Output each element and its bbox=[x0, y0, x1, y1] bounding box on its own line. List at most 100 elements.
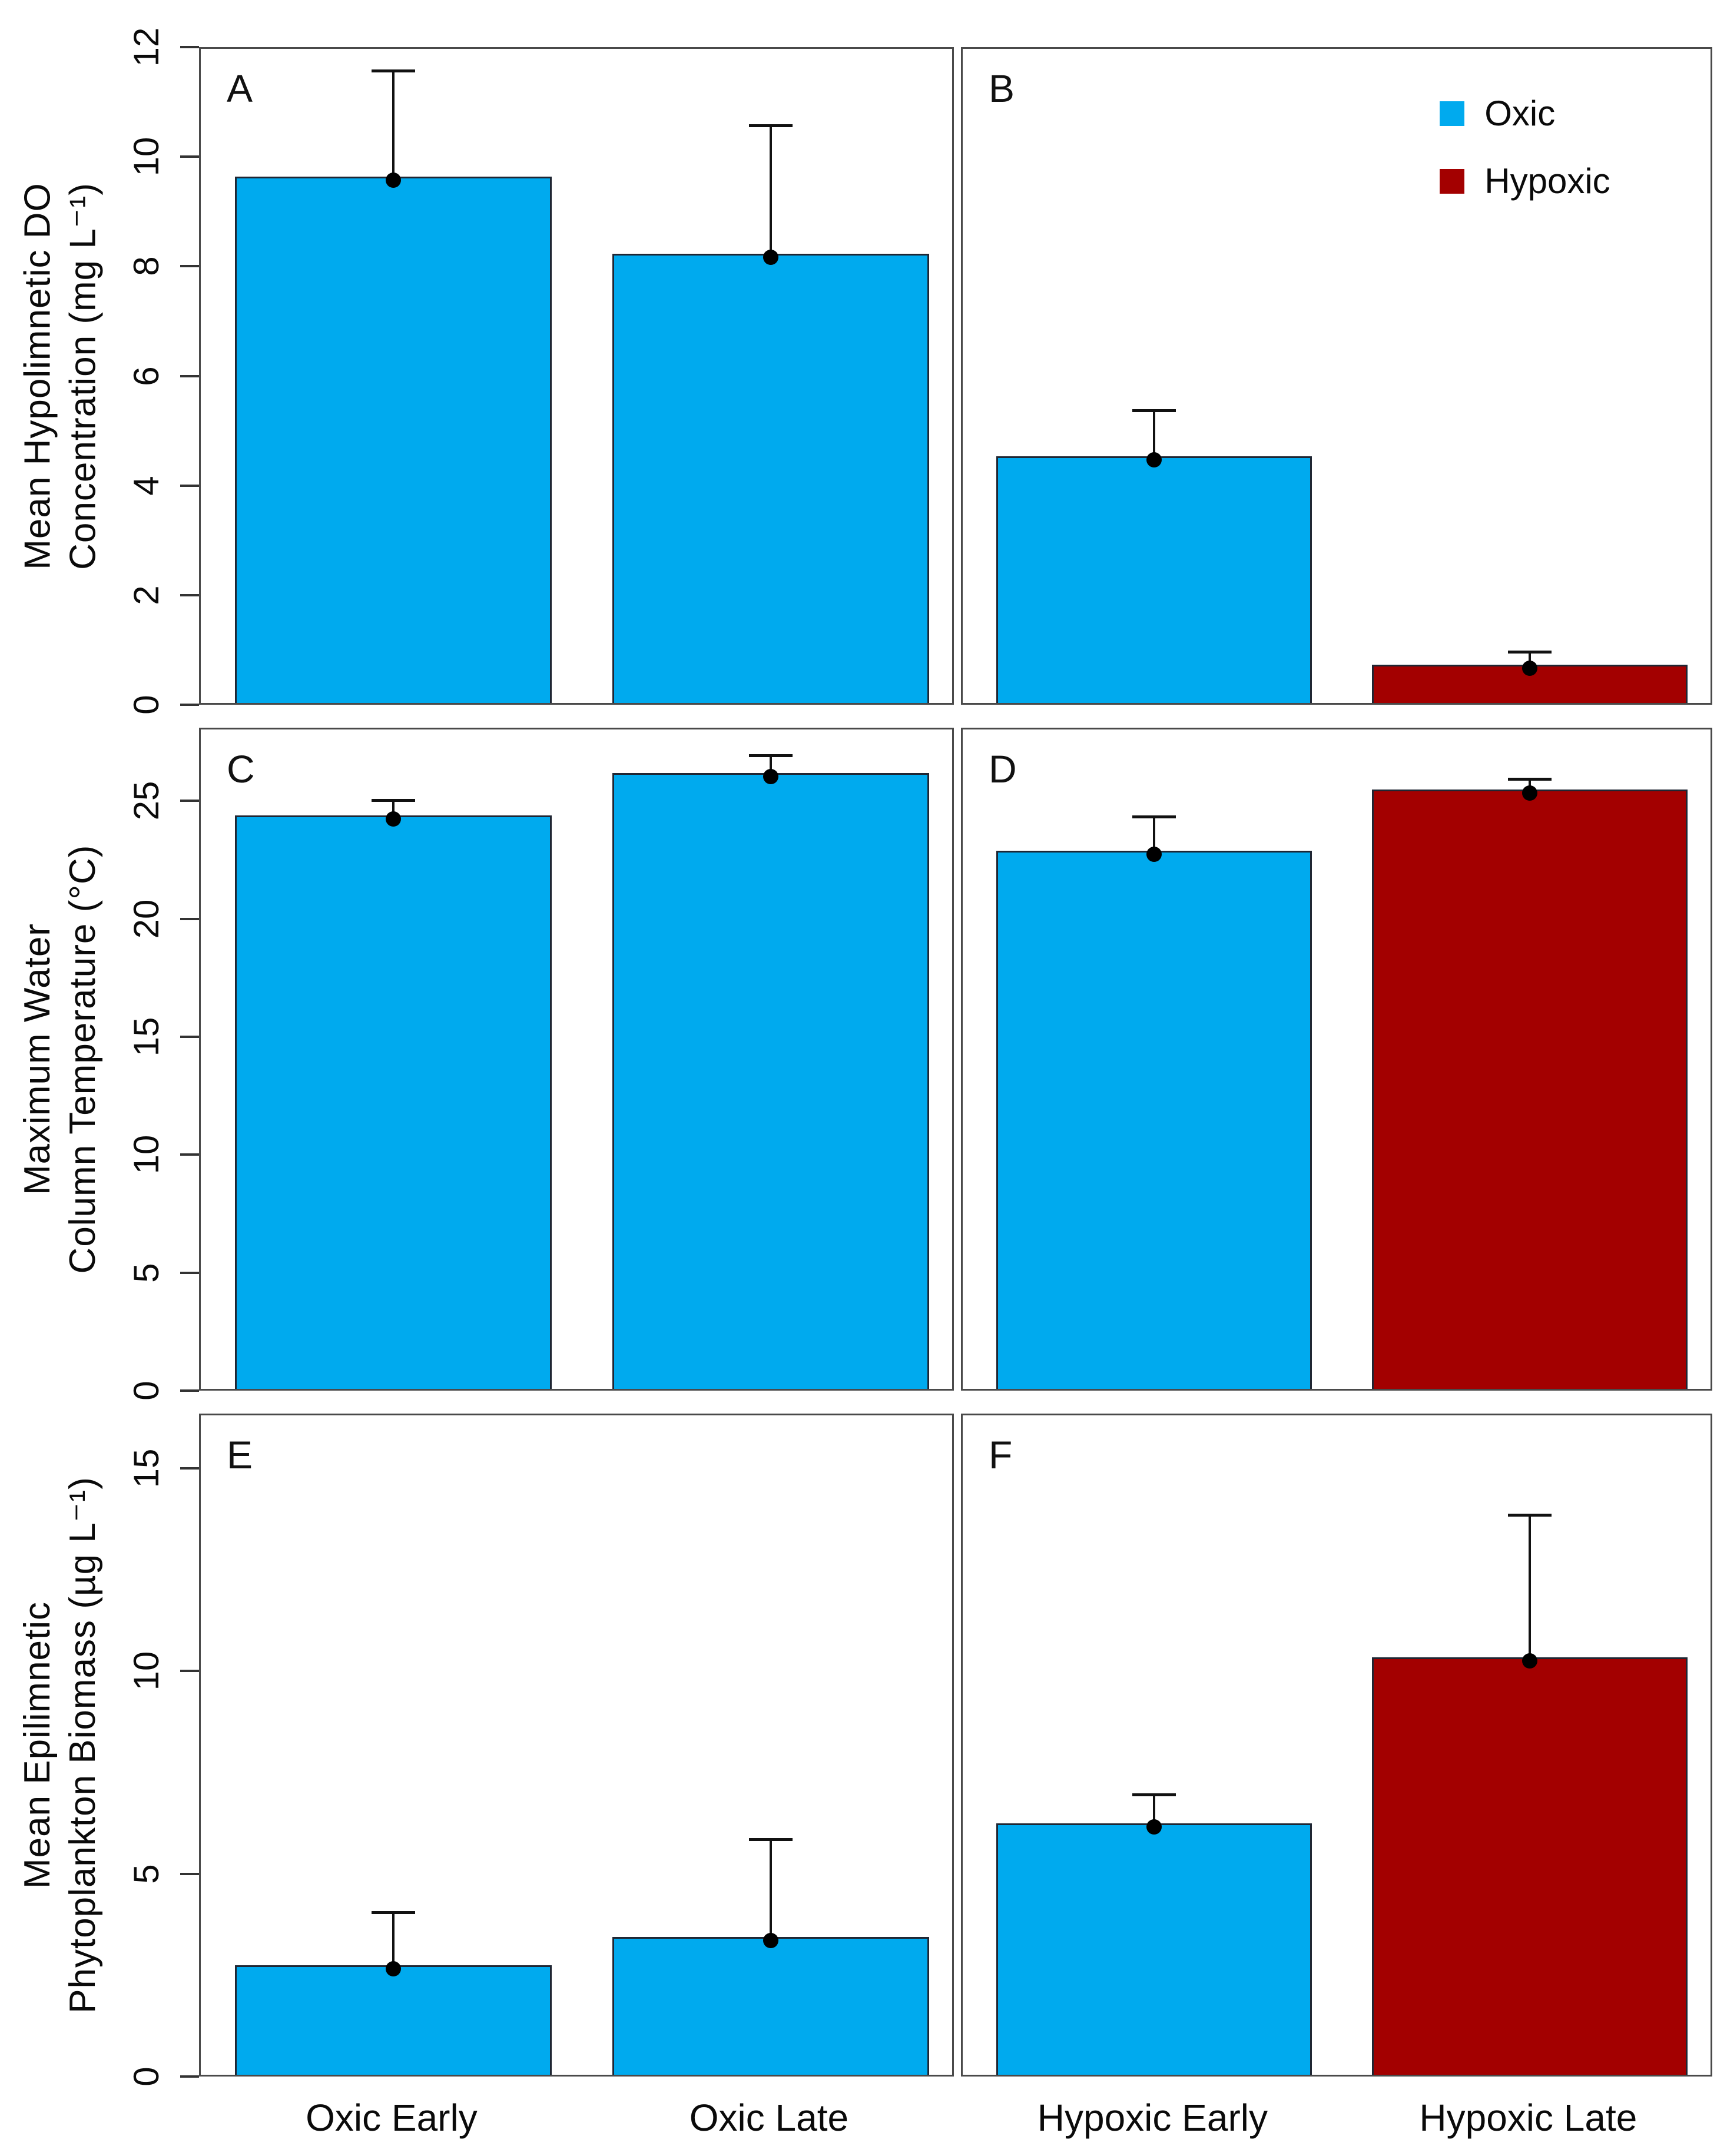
chart-panel-e: E bbox=[199, 1414, 954, 2077]
mean-point-marker bbox=[1146, 847, 1162, 863]
error-bar-cap bbox=[371, 799, 415, 802]
y-axis-tick-label: 2 bbox=[126, 585, 166, 605]
error-bar-cap bbox=[748, 124, 793, 128]
y-axis-tick bbox=[180, 1389, 199, 1392]
y-axis-tick bbox=[180, 704, 199, 706]
bar-hypoxic-late bbox=[1372, 1657, 1688, 2075]
y-axis-tick bbox=[180, 1467, 199, 1470]
y-axis-tick bbox=[180, 1670, 199, 1673]
bar-oxic-early bbox=[234, 177, 552, 703]
y-axis-tick bbox=[180, 1035, 199, 1038]
bar-hypoxic-late bbox=[1372, 790, 1688, 1389]
error-bar-line bbox=[769, 755, 772, 777]
bar-oxic-late bbox=[612, 773, 930, 1389]
mean-point-marker bbox=[763, 249, 778, 265]
mean-point-marker bbox=[385, 811, 401, 827]
error-bar-cap bbox=[1132, 1793, 1176, 1796]
bar-hypoxic-late bbox=[1372, 664, 1688, 703]
oxic-swatch-icon bbox=[1440, 101, 1465, 127]
chart-panel-b: B Oxic Hypoxic bbox=[961, 47, 1712, 705]
bar-oxic-early bbox=[234, 1965, 552, 2075]
y-axis-title: Maximum Water Column Temperature (°C) bbox=[10, 681, 110, 1438]
y-axis-tick bbox=[180, 484, 199, 487]
y-axis-tick-label: 15 bbox=[126, 1017, 166, 1057]
y-axis-title-line: Phytoplankton Biomass (µg L⁻¹) bbox=[62, 1477, 103, 2014]
y-axis-tick-label: 10 bbox=[126, 137, 166, 177]
bar-hypoxic-early bbox=[996, 851, 1312, 1389]
error-bar-cap bbox=[371, 69, 415, 73]
y-axis-tick-label: 15 bbox=[126, 1448, 166, 1488]
mean-point-marker bbox=[1146, 452, 1162, 468]
legend-label: Hypoxic bbox=[1484, 161, 1610, 201]
x-axis-label: Hypoxic Early bbox=[1037, 2097, 1268, 2139]
error-bar-cap bbox=[1508, 1513, 1552, 1517]
mean-point-marker bbox=[385, 173, 401, 188]
mean-point-marker bbox=[1522, 1653, 1538, 1669]
y-axis-tick bbox=[180, 1153, 199, 1156]
y-axis-tick bbox=[180, 1872, 199, 1875]
bar-oxic-early bbox=[234, 815, 552, 1389]
mean-point-marker bbox=[763, 1932, 778, 1948]
mean-point-marker bbox=[1522, 660, 1538, 676]
y-axis-tick bbox=[180, 1271, 199, 1274]
y-axis-title-text: Mean Hypolimnetic DO Concentration (mg L⁻… bbox=[15, 183, 106, 570]
y-axis-tick-label: 0 bbox=[126, 2067, 166, 2087]
y-axis-tick-label: 6 bbox=[126, 366, 166, 386]
chart-panel-d: D bbox=[961, 728, 1712, 1391]
y-axis-title: Mean Epilimnetic Phytoplankton Biomass (µ… bbox=[10, 1366, 110, 2124]
y-axis-tick bbox=[180, 917, 199, 920]
legend-item-hypoxic: Hypoxic bbox=[1440, 164, 1610, 199]
panel-letter: B bbox=[989, 67, 1015, 110]
panel-letter: E bbox=[227, 1433, 253, 1477]
y-axis-tick-label: 25 bbox=[126, 781, 166, 821]
y-axis-title-line: Concentration (mg L⁻¹) bbox=[62, 182, 103, 570]
y-axis-tick-label: 5 bbox=[126, 1863, 166, 1884]
mean-point-marker bbox=[1146, 1819, 1162, 1835]
error-bar-line bbox=[1529, 651, 1532, 668]
y-axis-tick-label: 10 bbox=[126, 1651, 166, 1691]
error-bar-line bbox=[769, 125, 772, 257]
bar-oxic-late bbox=[612, 253, 930, 703]
y-axis-title-line: Maximum Water bbox=[16, 923, 58, 1195]
bar-hypoxic-early bbox=[996, 1823, 1312, 2075]
error-bar-cap bbox=[748, 1837, 793, 1841]
error-bar-line bbox=[392, 1912, 395, 1969]
y-axis-tick bbox=[180, 155, 199, 158]
error-bar-cap bbox=[1132, 409, 1176, 413]
y-axis-title-line: Mean Hypolimnetic DO bbox=[16, 182, 58, 570]
panel-letter: F bbox=[989, 1433, 1013, 1477]
y-axis-tick-label: 12 bbox=[126, 27, 166, 67]
legend-label: Oxic bbox=[1484, 94, 1556, 134]
error-bar-line bbox=[392, 800, 395, 820]
error-bar-line bbox=[392, 71, 395, 181]
y-axis-title-text: Maximum Water Column Temperature (°C) bbox=[15, 845, 106, 1274]
error-bar-cap bbox=[1132, 815, 1176, 819]
x-axis-label: Oxic Late bbox=[689, 2097, 849, 2139]
y-axis-tick bbox=[180, 2075, 199, 2078]
error-bar-cap bbox=[1508, 778, 1552, 781]
error-bar-line bbox=[1153, 1794, 1156, 1827]
panel-letter: A bbox=[227, 67, 253, 110]
error-bar-cap bbox=[371, 1910, 415, 1914]
chart-panel-f: F bbox=[961, 1414, 1712, 2077]
x-axis-label: Oxic Early bbox=[306, 2097, 478, 2139]
mean-point-marker bbox=[1522, 785, 1538, 801]
error-bar-cap bbox=[748, 754, 793, 758]
mean-point-marker bbox=[385, 1961, 401, 1977]
error-bar-line bbox=[1153, 410, 1156, 460]
error-bar-line bbox=[769, 1839, 772, 1941]
y-axis-tick bbox=[180, 374, 199, 377]
y-axis-tick bbox=[180, 800, 199, 802]
y-axis-tick-label: 0 bbox=[126, 695, 166, 715]
chart-panel-c: C bbox=[199, 728, 954, 1391]
y-axis-tick-label: 10 bbox=[126, 1135, 166, 1175]
legend-item-oxic: Oxic bbox=[1440, 96, 1555, 131]
mean-point-marker bbox=[763, 769, 778, 785]
y-axis-tick-label: 20 bbox=[126, 899, 166, 938]
error-bar-line bbox=[1153, 817, 1156, 855]
y-axis-title: Mean Hypolimnetic DO Concentration (mg L⁻… bbox=[10, 0, 110, 752]
y-axis-tick-label: 5 bbox=[126, 1262, 166, 1283]
y-axis-title-line: Column Temperature (°C) bbox=[62, 844, 103, 1274]
y-axis-tick bbox=[180, 46, 199, 48]
